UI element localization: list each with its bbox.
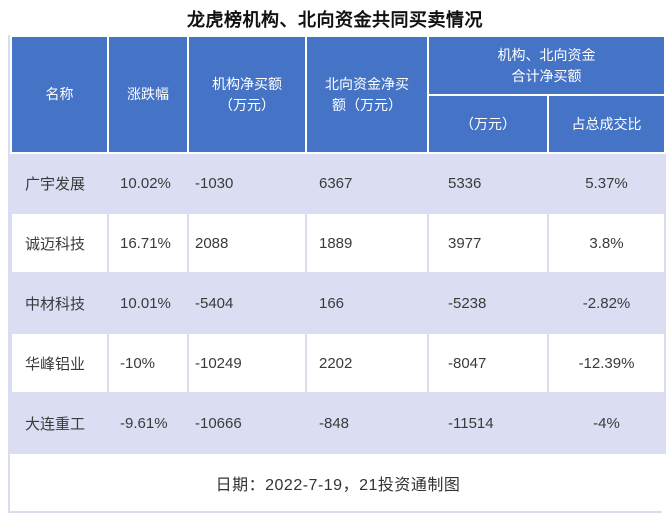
column-header-combined-ratio: 占总成交比 [547, 94, 666, 154]
cell-change: 10.01% [107, 272, 189, 334]
table-footer-row: 日期：2022-7-19，21投资通制图 [11, 453, 665, 511]
header-row-top: 名称 涨跌幅 机构净买额 （万元） 北向资金净买 额（万元） 机构、北向资金 合… [10, 35, 666, 154]
column-header-combined-amount: （万元） [427, 94, 549, 154]
cell-stock-name: 广宇发展 [10, 152, 109, 214]
cell-inst-net-buy: -1030 [187, 152, 307, 214]
cell-combined-ratio: -12.39% [547, 332, 666, 394]
cell-north-net-buy: 6367 [305, 152, 429, 214]
cell-inst-net-buy: 2088 [187, 212, 307, 274]
footer-note: 日期：2022-7-19，21投资通制图 [11, 453, 665, 511]
cell-combined-ratio: 3.8% [547, 212, 666, 274]
cell-change: 10.02% [107, 152, 189, 214]
stock-table-container: 名称 涨跌幅 机构净买额 （万元） 北向资金净买 额（万元） 机构、北向资金 合… [8, 35, 666, 513]
cell-north-net-buy: 1889 [305, 212, 429, 274]
column-header-inst-net-buy: 机构净买额 （万元） [187, 35, 307, 154]
cell-stock-name: 大连重工 [10, 392, 109, 454]
cell-change: -10% [107, 332, 189, 394]
cell-north-net-buy: -848 [305, 392, 429, 454]
cell-stock-name: 华峰铝业 [10, 332, 109, 394]
cell-inst-net-buy: -10666 [187, 392, 307, 454]
cell-inst-net-buy: -5404 [187, 272, 307, 334]
table-row: 大连重工 -9.61% -10666 -848 -11514 -4% [10, 392, 666, 454]
cell-inst-net-buy: -10249 [187, 332, 307, 394]
cell-combined-ratio: -2.82% [547, 272, 666, 334]
cell-stock-name: 中材科技 [10, 272, 109, 334]
cell-stock-name: 诚迈科技 [10, 212, 109, 274]
cell-combined-amount: -8047 [427, 332, 549, 394]
column-header-north-net-buy: 北向资金净买 额（万元） [305, 35, 429, 154]
table-header: 名称 涨跌幅 机构净买额 （万元） 北向资金净买 额（万元） 机构、北向资金 合… [10, 35, 666, 154]
table-row: 华峰铝业 -10% -10249 2202 -8047 -12.39% [10, 332, 666, 394]
cell-north-net-buy: 166 [305, 272, 429, 334]
table-row: 诚迈科技 16.71% 2088 1889 3977 3.8% [10, 212, 666, 274]
column-header-combined-group: 机构、北向资金 合计净买额 [427, 35, 666, 96]
table-row: 中材科技 10.01% -5404 166 -5238 -2.82% [10, 272, 666, 334]
header-row-sub: （万元） 占总成交比 [11, 94, 666, 154]
table-row: 广宇发展 10.02% -1030 6367 5336 5.37% [10, 152, 666, 214]
table-title: 龙虎榜机构、北向资金共同买卖情况 [187, 10, 483, 30]
stock-table: 名称 涨跌幅 机构净买额 （万元） 北向资金净买 额（万元） 机构、北向资金 合… [10, 35, 666, 511]
cell-combined-amount: 3977 [427, 212, 549, 274]
table-body: 广宇发展 10.02% -1030 6367 5336 5.37% 诚迈科技 1… [10, 152, 666, 511]
cell-change: -9.61% [107, 392, 189, 454]
cell-change: 16.71% [107, 212, 189, 274]
cell-combined-ratio: -4% [547, 392, 666, 454]
cell-combined-amount: -11514 [427, 392, 549, 454]
column-header-name: 名称 [10, 35, 109, 154]
cell-north-net-buy: 2202 [305, 332, 429, 394]
cell-combined-amount: 5336 [427, 152, 549, 214]
cell-combined-ratio: 5.37% [547, 152, 666, 214]
column-header-change: 涨跌幅 [107, 35, 189, 154]
cell-combined-amount: -5238 [427, 272, 549, 334]
